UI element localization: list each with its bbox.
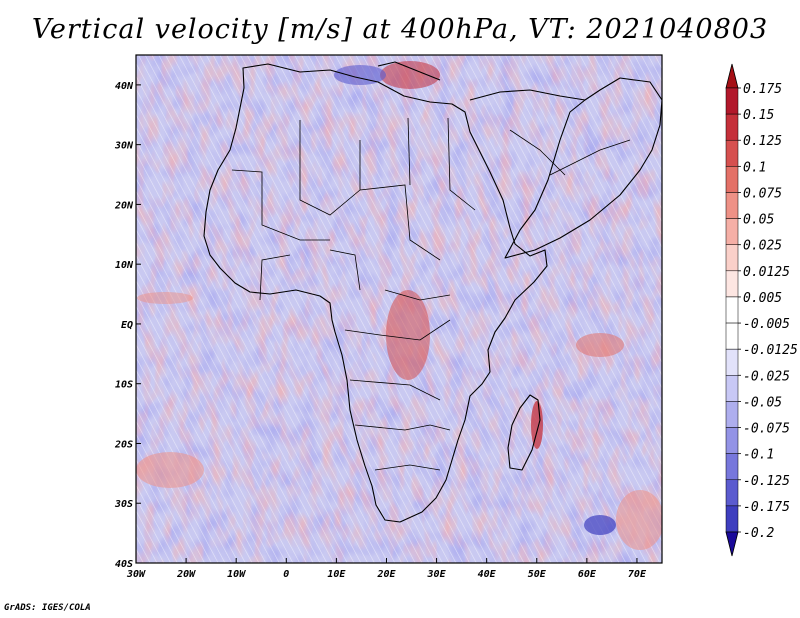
lon-tick-label: 20W — [176, 569, 196, 580]
colorbar-bottom-arrow — [725, 531, 739, 557]
latitude-ticks: 40N 30N 20N 10N EQ 10S 20S 30S 40S — [114, 81, 141, 570]
colorbar-label: -0.0125 — [743, 343, 798, 358]
colorbar-swatch — [725, 192, 739, 219]
red-patch-madagascar — [531, 401, 543, 449]
lat-tick-label: 30N — [114, 141, 134, 152]
lat-tick-label: 20S — [114, 439, 133, 450]
red-patch-equatorial-atlantic — [137, 292, 193, 304]
red-patch-central-africa — [386, 290, 430, 380]
lon-tick-label: 10E — [327, 569, 346, 580]
colorbar-swatch — [725, 453, 739, 481]
colorbar-swatch — [725, 505, 739, 533]
colorbar-label: 0.025 — [743, 239, 782, 254]
lat-tick-label: 10S — [115, 380, 133, 391]
colorbar-swatch — [725, 296, 739, 324]
country-borders — [231, 117, 631, 471]
colorbar-top-arrow — [725, 63, 739, 89]
colorbar-label: 0.005 — [743, 291, 782, 306]
colorbar-label: -0.025 — [743, 369, 790, 384]
colorbar-label: 0.05 — [743, 213, 774, 228]
red-patch-south-atlantic — [136, 452, 204, 488]
lat-tick-label: 30S — [114, 499, 133, 510]
coastlines — [203, 61, 662, 523]
colorbar-label: -0.175 — [743, 500, 790, 515]
lon-tick-label: 10W — [227, 569, 246, 580]
colorbar-label: 0.0125 — [743, 265, 790, 280]
blue-patch-north-africa — [334, 65, 386, 85]
colorbar-label: 0.1 — [743, 160, 766, 175]
map-frame — [135, 54, 663, 564]
lat-tick-label: 20N — [114, 200, 134, 211]
colorbar-swatch — [725, 427, 739, 454]
blue-patch-southern-ocean — [584, 515, 616, 535]
colorbar-label: 0.075 — [743, 186, 782, 201]
colorbar-swatch — [725, 322, 739, 350]
colorbar-swatch — [725, 87, 739, 115]
colorbar-swatch — [725, 244, 739, 272]
colorbar: 0.175 0.15 0.125 0.1 0.075 0.05 0.025 0.0125 0.0… — [725, 63, 798, 557]
colorbar-swatch — [725, 113, 739, 141]
colorbar-label: -0.005 — [743, 317, 790, 332]
lon-tick-label: 30W — [126, 569, 146, 580]
colorbar-swatch — [725, 401, 739, 428]
lon-tick-label: 30E — [427, 569, 447, 580]
figure-title: Vertical velocity [m/s] at 400hPa, VT: 2… — [31, 14, 769, 45]
lon-tick-label: 50E — [528, 569, 547, 580]
colorbar-swatch — [725, 270, 739, 298]
colorbar-swatch — [725, 139, 739, 167]
lat-tick-label: 40N — [115, 81, 134, 92]
longitude-ticks: 30W 20W 10W 0 10E 20E 30E 40E 50E 60E 70E — [126, 558, 647, 580]
colorbar-label: -0.05 — [743, 395, 782, 410]
colorbar-label: 0.15 — [743, 108, 774, 123]
colorbar-label: -0.075 — [743, 422, 790, 437]
lon-tick-label: 40E — [478, 569, 497, 580]
lon-tick-label: 70E — [628, 569, 647, 580]
colorbar-swatch — [725, 348, 739, 376]
lat-tick-label: 40S — [115, 559, 133, 570]
lon-tick-label: 0 — [283, 569, 289, 580]
colorbar-label: -0.2 — [743, 526, 774, 541]
red-patch-indian-ocean — [576, 333, 624, 357]
lon-tick-label: 20E — [376, 569, 396, 580]
lon-tick-label: 60E — [578, 569, 597, 580]
colorbar-label: 0.125 — [743, 134, 782, 149]
colorbar-swatch — [725, 375, 739, 402]
colorbar-swatch — [725, 479, 739, 507]
colorbar-swatch — [725, 166, 739, 193]
colorbar-label: 0.175 — [743, 82, 782, 97]
grads-credit: GrADS: IGES/COLA — [4, 603, 91, 613]
lat-tick-label: EQ — [121, 320, 133, 331]
colorbar-label: -0.1 — [743, 448, 774, 463]
colorbar-label: -0.125 — [743, 474, 790, 489]
lat-tick-label: 10N — [115, 260, 134, 271]
red-patch-southern-ocean — [616, 490, 662, 550]
red-patch-mediterranean — [380, 61, 440, 89]
velocity-field — [136, 55, 662, 563]
colorbar-swatch — [725, 218, 739, 245]
